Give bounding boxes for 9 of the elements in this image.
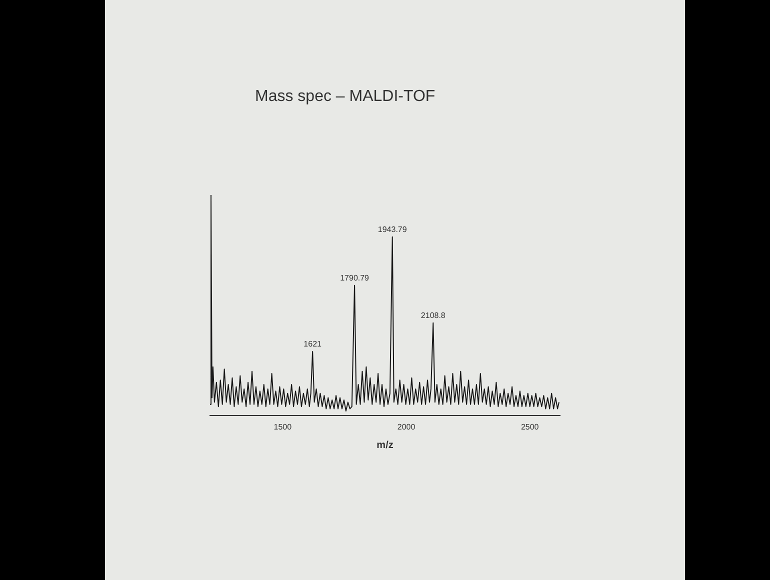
x-tick-label: 2000	[397, 422, 416, 432]
x-tick-label: 2500	[520, 422, 540, 432]
annotation: 1621	[304, 340, 322, 349]
annotation: 2108.8	[420, 311, 446, 320]
annotation: 1943.79	[378, 225, 408, 234]
x-tick-label: 1500	[274, 422, 292, 432]
x-axis-title: m/z	[376, 440, 394, 451]
chart-title: Mass spec – MALDI-TOF	[255, 88, 436, 106]
annotation: 1790.79	[340, 274, 370, 283]
